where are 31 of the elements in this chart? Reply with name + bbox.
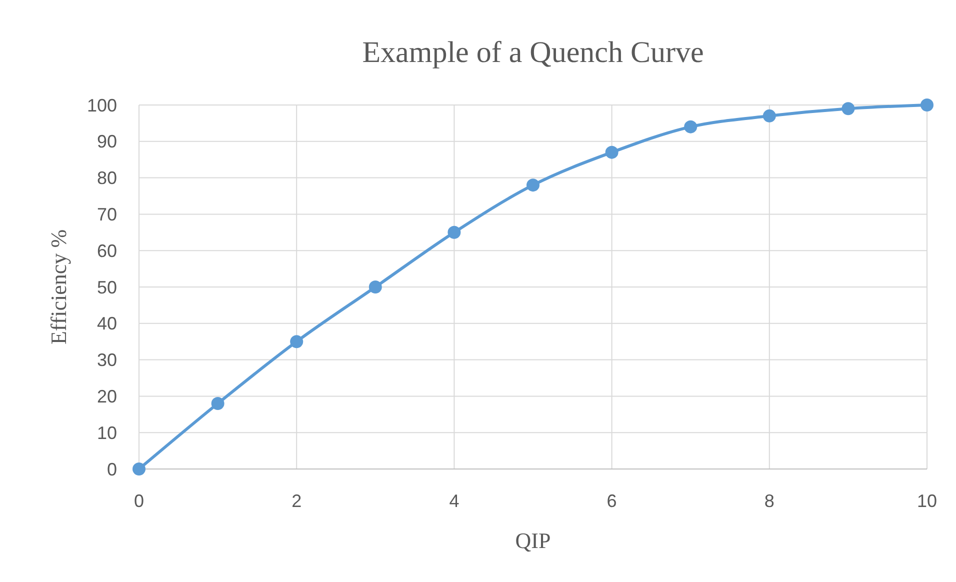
y-tick-label: 40 (96, 314, 117, 334)
point (132, 462, 146, 476)
y-tick-label: 20 (96, 386, 117, 406)
x-tick-label: 2 (292, 491, 302, 511)
point (684, 120, 698, 134)
x-axis-title: QIP (515, 528, 551, 553)
x-tick-label: 6 (606, 491, 617, 511)
chart-title: Example of a Quench Curve (362, 36, 704, 69)
point (211, 396, 224, 410)
point (448, 226, 461, 239)
point (762, 109, 776, 122)
point (368, 280, 382, 294)
y-tick-label: 0 (106, 459, 117, 480)
y-tick-label: 30 (96, 350, 117, 370)
x-tick-label: 4 (449, 491, 460, 511)
y-tick-label: 50 (96, 277, 117, 298)
x-tick-label: 0 (134, 491, 144, 511)
point (290, 335, 304, 348)
x-tick-label: 8 (764, 491, 774, 511)
y-tick-label: 80 (96, 168, 117, 188)
y-axis-title: Efficiency % (46, 229, 71, 345)
x-tick-label: 10 (916, 491, 938, 511)
y-tick-label: 90 (96, 132, 117, 152)
y-tick-label: 10 (96, 422, 117, 443)
point (842, 102, 855, 116)
point (605, 146, 618, 159)
point (526, 178, 540, 192)
y-tick-label: 70 (96, 204, 117, 224)
point (920, 98, 934, 112)
y-tick-label: 60 (96, 240, 117, 261)
y-tick-label: 100 (86, 95, 117, 116)
